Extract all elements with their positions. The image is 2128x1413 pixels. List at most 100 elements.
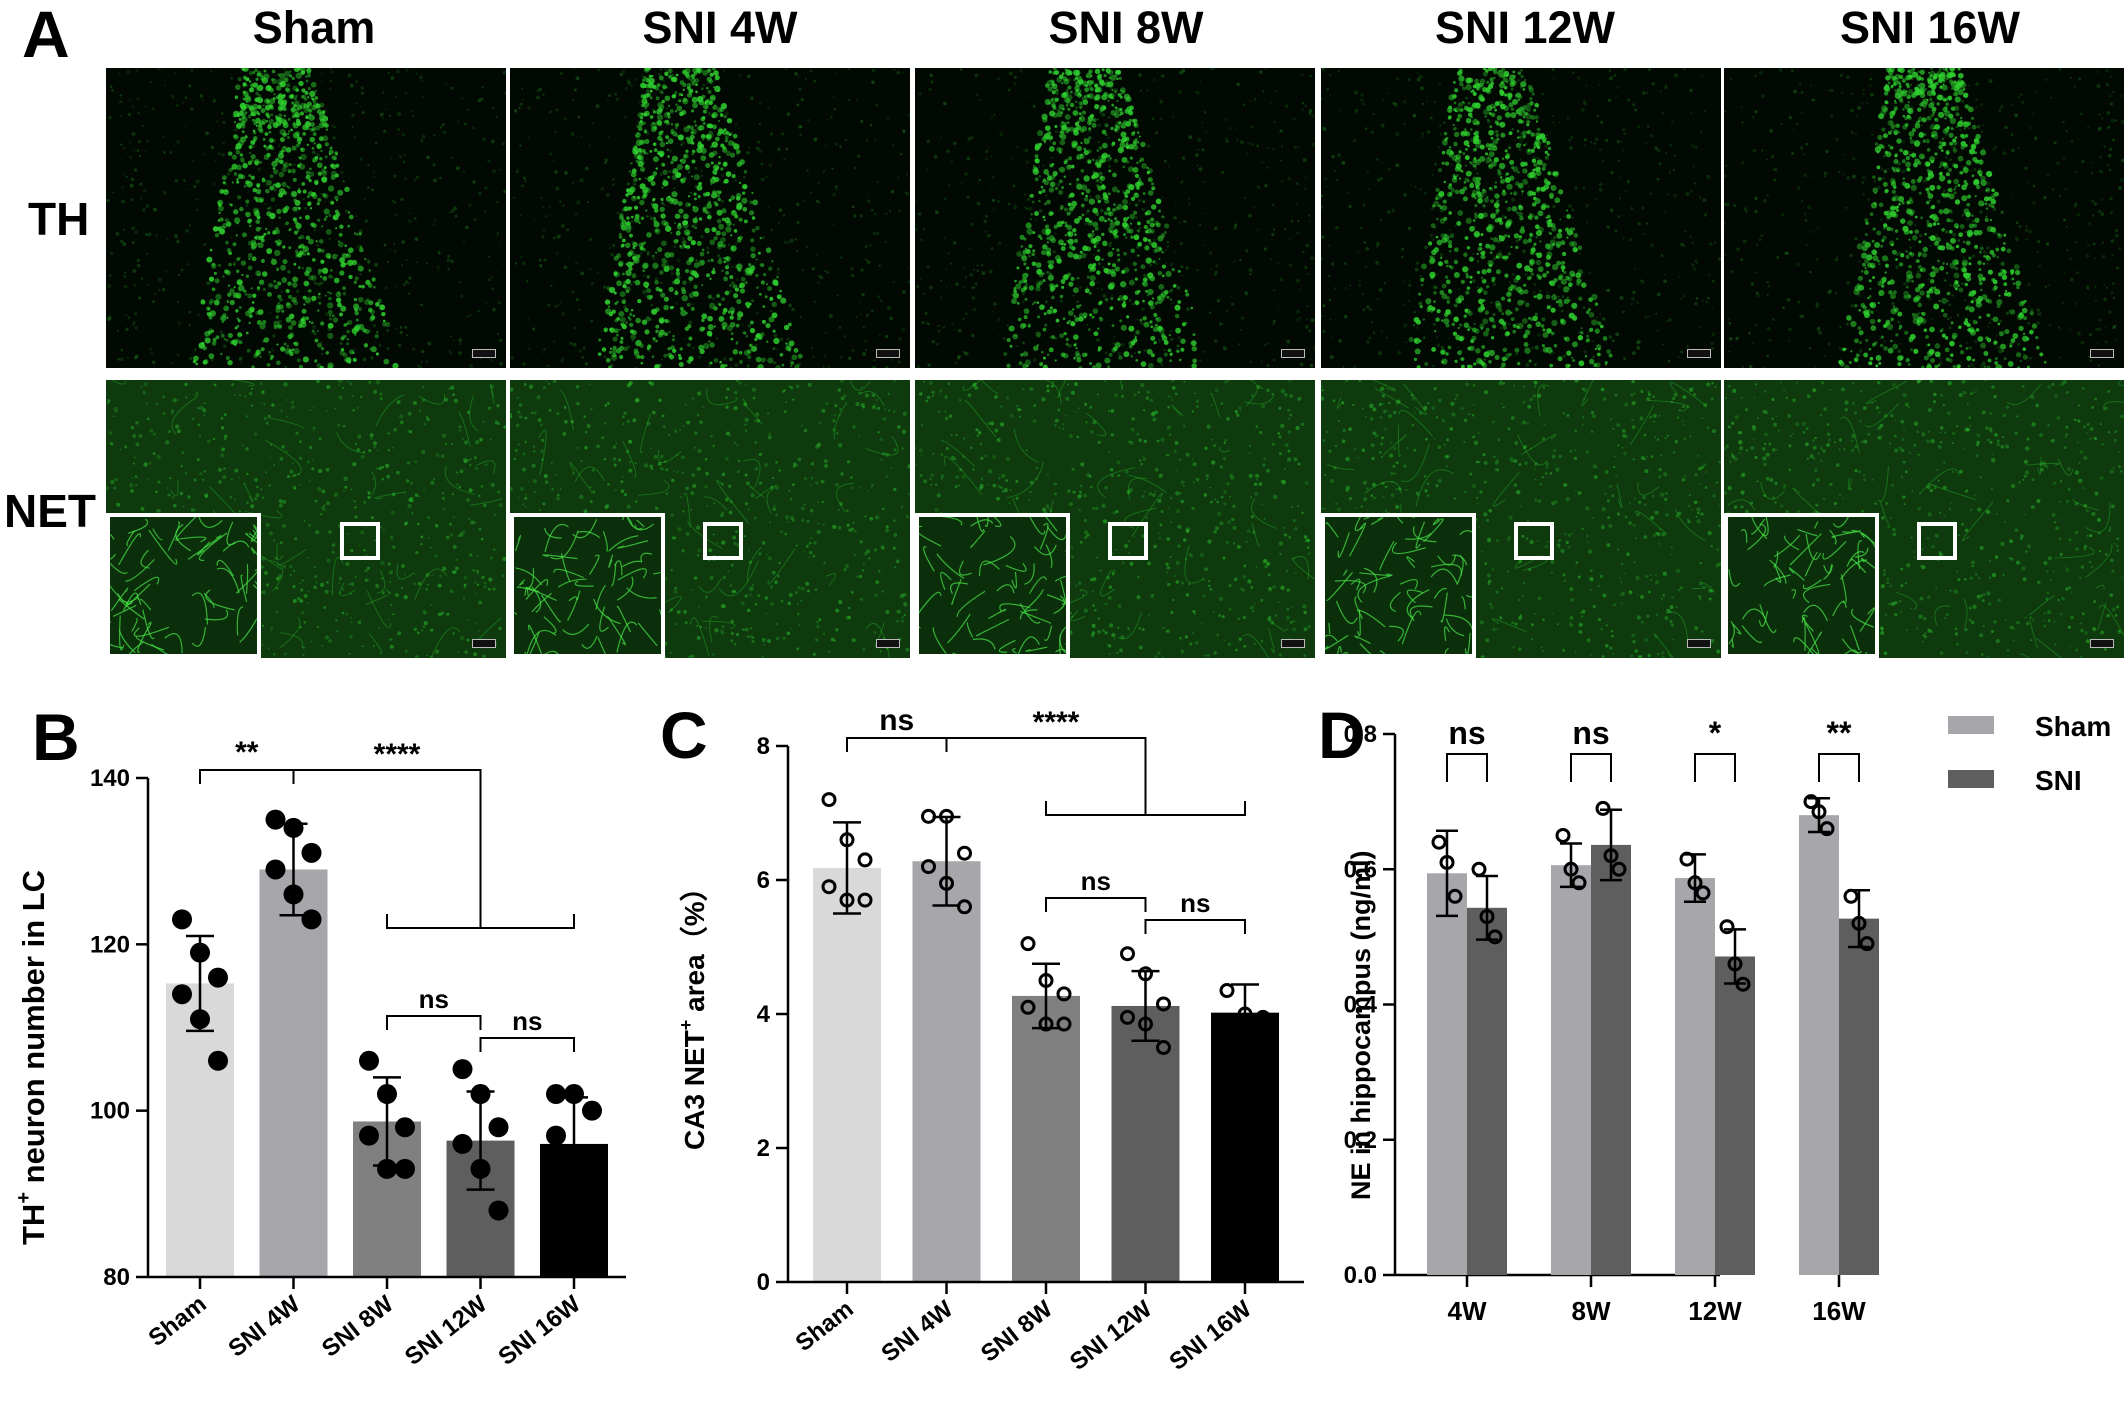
panel-d-data-point [1479,909,1495,925]
panel-b-y-tick-label: 140 [90,765,130,792]
panel-c-data-point [939,808,954,824]
panel-d-sig-label: ns [1448,715,1485,751]
th-image-3 [915,68,1315,368]
panel-c-data-point [1237,1006,1253,1022]
panel-d-bar-sham [1427,873,1467,1275]
panel-b-data-point [395,1117,415,1138]
panel-c-data-point [921,859,936,875]
panel-b-data-point [377,1084,397,1105]
panel-d-y-tick-label: 0.4 [1344,992,1378,1019]
panel-letter-b: B [32,700,80,774]
panel-b-data-point [301,909,322,930]
panel-c-sig-bracket [1045,897,1147,912]
th-image-5 [1724,68,2124,368]
chart-c: Sham SNI 4W SNI 8W SNI 12W SNI 16W 0 2 4 6 8 ns ***… [757,704,1304,1376]
panel-d-y-tick-label: 0.8 [1344,721,1377,748]
th-image-1 [106,68,506,368]
panel-d-x-tick-label: 16W [1812,1296,1866,1326]
net-image-3 [915,380,1315,658]
panel-c-x-tick-label: SNI 4W [876,1295,958,1367]
panel-b-data-point [488,1200,509,1221]
panel-b-data-point [208,967,228,988]
panel-d-x-tick-label: 4W [1448,1296,1487,1326]
panel-d-data-point [1687,875,1703,891]
panel-d-data-point [1727,956,1743,972]
zoom-inset [1321,513,1476,658]
column-title-sham: Sham [252,2,376,53]
panel-b-y-tick-label: 100 [90,1098,130,1125]
column-title-sni12w: SNI 12W [1434,2,1616,53]
panel-b-data-point [265,809,286,830]
panel-b-data-point [488,1117,509,1138]
panel-b-x-tick-label: SNI 16W [493,1290,586,1371]
panel-c-data-point [939,875,954,891]
panel-d-data-point [1719,919,1735,935]
panel-b-sig-label: ns [419,984,449,1014]
zoom-inset [510,513,665,658]
panel-d-data-point [1811,804,1827,820]
panel-b-bar [166,983,234,1277]
panel-c-sig-bracket [846,737,948,752]
panel-d-bar-sham [1799,815,1839,1275]
scale-bar [2090,639,2114,648]
panel-c-data-point [1138,1016,1153,1032]
panel-b-data-point [470,1084,491,1105]
panel-c-x-tick-label: SNI 8W [976,1295,1058,1367]
panel-d-y-tick-label: 0.0 [1344,1262,1377,1289]
panel-b-data-point [283,817,304,838]
panel-d-legend-swatch-sni [1948,770,1994,788]
panel-c-y-tick-label: 6 [757,867,770,894]
panel-d-data-point [1571,875,1587,891]
scale-bar [472,349,496,358]
panel-b-ylabel: TH+ neuron number in LC [13,870,51,1245]
panel-b-data-point [452,1059,473,1080]
panel-b-bar [259,869,328,1277]
panel-c-sig-label: ns [879,704,914,737]
panel-c-data-point [957,899,972,915]
panel-c-sig-label: **** [1033,706,1080,739]
panel-d-data-point [1603,848,1619,864]
panel-c-x-tick-label: Sham [791,1295,859,1357]
panel-d-sig-label: * [1709,715,1722,751]
scale-bar [1281,639,1305,648]
panel-b-x-tick-label: SNI 4W [223,1290,305,1362]
scale-bar [2090,349,2114,358]
panel-d-data-point [1447,888,1463,904]
panel-c-data-point [1020,936,1036,952]
panel-b-sig-bracket [386,1015,482,1030]
panel-b-y-tick-label: 120 [90,931,130,958]
panel-c-data-point [957,845,972,861]
region-of-interest-box [340,522,380,560]
panel-c-error-bar [1231,983,1259,1043]
panel-d-ylabel: NE in hippocampus (ng/ml) [1346,851,1376,1201]
column-title-sni16w: SNI 16W [1839,2,2021,53]
panel-c-data-point [1056,1016,1072,1032]
panel-b-data-point [172,909,192,930]
row-label-net: NET [4,485,96,537]
net-image-4 [1321,380,1721,658]
region-of-interest-box [1108,522,1148,560]
panel-d-x-tick-label: 8W [1572,1296,1611,1326]
panel-c-data-point [1120,1009,1135,1025]
net-image-1 [106,380,506,658]
panel-c-data-point [839,832,855,848]
panel-d-data-point [1735,976,1751,992]
panel-d-y-tick-label: 0.2 [1344,1127,1377,1154]
panel-d-error-bar [1600,808,1622,882]
panel-c-data-point [1219,983,1235,999]
panel-b-x-tick-label: Sham [144,1290,212,1352]
panel-c-data-point [839,892,855,908]
panel-c-data-point [1038,973,1054,988]
scale-bar [876,349,900,358]
panel-c-data-point [1255,1009,1271,1025]
panel-d-data-point [1439,854,1455,870]
region-of-interest-box [1917,522,1957,560]
panel-b-data-point [172,984,192,1005]
panel-d-sig-bracket [1694,753,1736,782]
panel-d-data-point [1803,794,1819,810]
panel-c-x-tick-label: SNI 12W [1065,1295,1158,1376]
panel-d-data-point [1859,936,1875,952]
panel-b-data-point [377,1158,397,1179]
scale-bar [472,639,496,648]
panel-d-sig-bracket [1446,753,1488,782]
